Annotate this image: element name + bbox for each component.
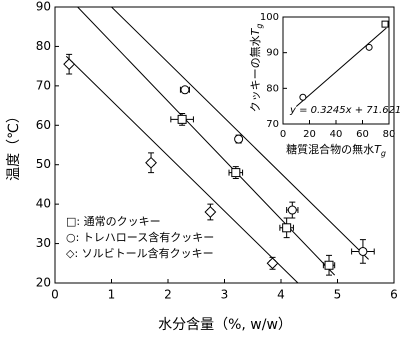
inset-y-axis-title: クッキーの無水Tg xyxy=(248,24,264,113)
x-tick-label: 80 xyxy=(383,129,396,140)
y-tick-label: 60 xyxy=(36,118,51,132)
inset-y-axis-title-var: T xyxy=(249,27,262,35)
y-tick-label: 50 xyxy=(36,157,51,171)
inset-x-axis-title-sub: g xyxy=(381,149,386,158)
legend-entry: □: 通常のクッキー xyxy=(66,215,161,228)
fit-line xyxy=(111,6,369,260)
x-tick-label: 2 xyxy=(164,288,172,302)
inset-y-axis-title-sub: g xyxy=(255,24,264,29)
x-tick-label: 6 xyxy=(390,288,398,302)
equation: y = 0.3245x + 71.621 xyxy=(289,105,401,116)
legend-entry: ◇: ソルビトール含有クッキー xyxy=(66,246,214,260)
marker xyxy=(266,257,279,270)
inset-x-axis-title-var: T xyxy=(374,143,382,156)
x-tick-label: 20 xyxy=(303,129,316,140)
marker xyxy=(234,134,244,144)
marker xyxy=(282,223,292,233)
marker xyxy=(324,260,334,270)
y-tick-label: 80 xyxy=(266,83,279,94)
inset-x-axis-title-text: 糖質混合物の無水 xyxy=(286,142,374,156)
marker xyxy=(204,206,217,218)
x-tick-label: 0 xyxy=(51,288,59,302)
y-tick-label: 90 xyxy=(266,48,279,59)
legend-entry: ○: トレハロース含有クッキー xyxy=(66,230,214,244)
marker xyxy=(231,168,241,178)
y-tick-label: 90 xyxy=(36,0,51,14)
marker xyxy=(365,43,373,51)
marker xyxy=(177,114,187,124)
y-tick-label: 70 xyxy=(36,78,51,92)
marker xyxy=(145,156,157,169)
marker xyxy=(63,58,76,71)
x-tick-label: 40 xyxy=(330,129,343,140)
inset-y-axis-title-text: クッキーの無水 xyxy=(248,35,262,112)
fit-line xyxy=(77,6,336,276)
y-tick-label: 30 xyxy=(36,236,51,250)
y-tick-label: 80 xyxy=(36,39,51,53)
marker xyxy=(358,246,368,256)
marker xyxy=(180,85,190,95)
x-tick-label: 4 xyxy=(277,288,285,302)
x-tick-label: 3 xyxy=(221,288,229,302)
inset-x-axis-title: 糖質混合物の無水Tg xyxy=(286,142,386,158)
y-tick-label: 40 xyxy=(36,197,51,211)
x-tick-label: 1 xyxy=(108,288,116,302)
x-tick-label: 60 xyxy=(356,129,369,140)
y-tick-label: 20 xyxy=(36,276,51,290)
fit-line xyxy=(295,27,387,107)
y-axis-title: 温度（℃） xyxy=(6,109,22,181)
marker xyxy=(287,205,297,215)
fit-line xyxy=(65,55,299,284)
marker xyxy=(381,20,389,28)
x-tick-label: 0 xyxy=(280,129,286,140)
y-tick-label: 70 xyxy=(266,119,279,130)
marker xyxy=(299,93,307,101)
y-tick-label: 100 xyxy=(260,12,279,23)
x-axis-title: 水分含量（%, w/w） xyxy=(158,317,292,333)
x-tick-label: 5 xyxy=(334,288,342,302)
